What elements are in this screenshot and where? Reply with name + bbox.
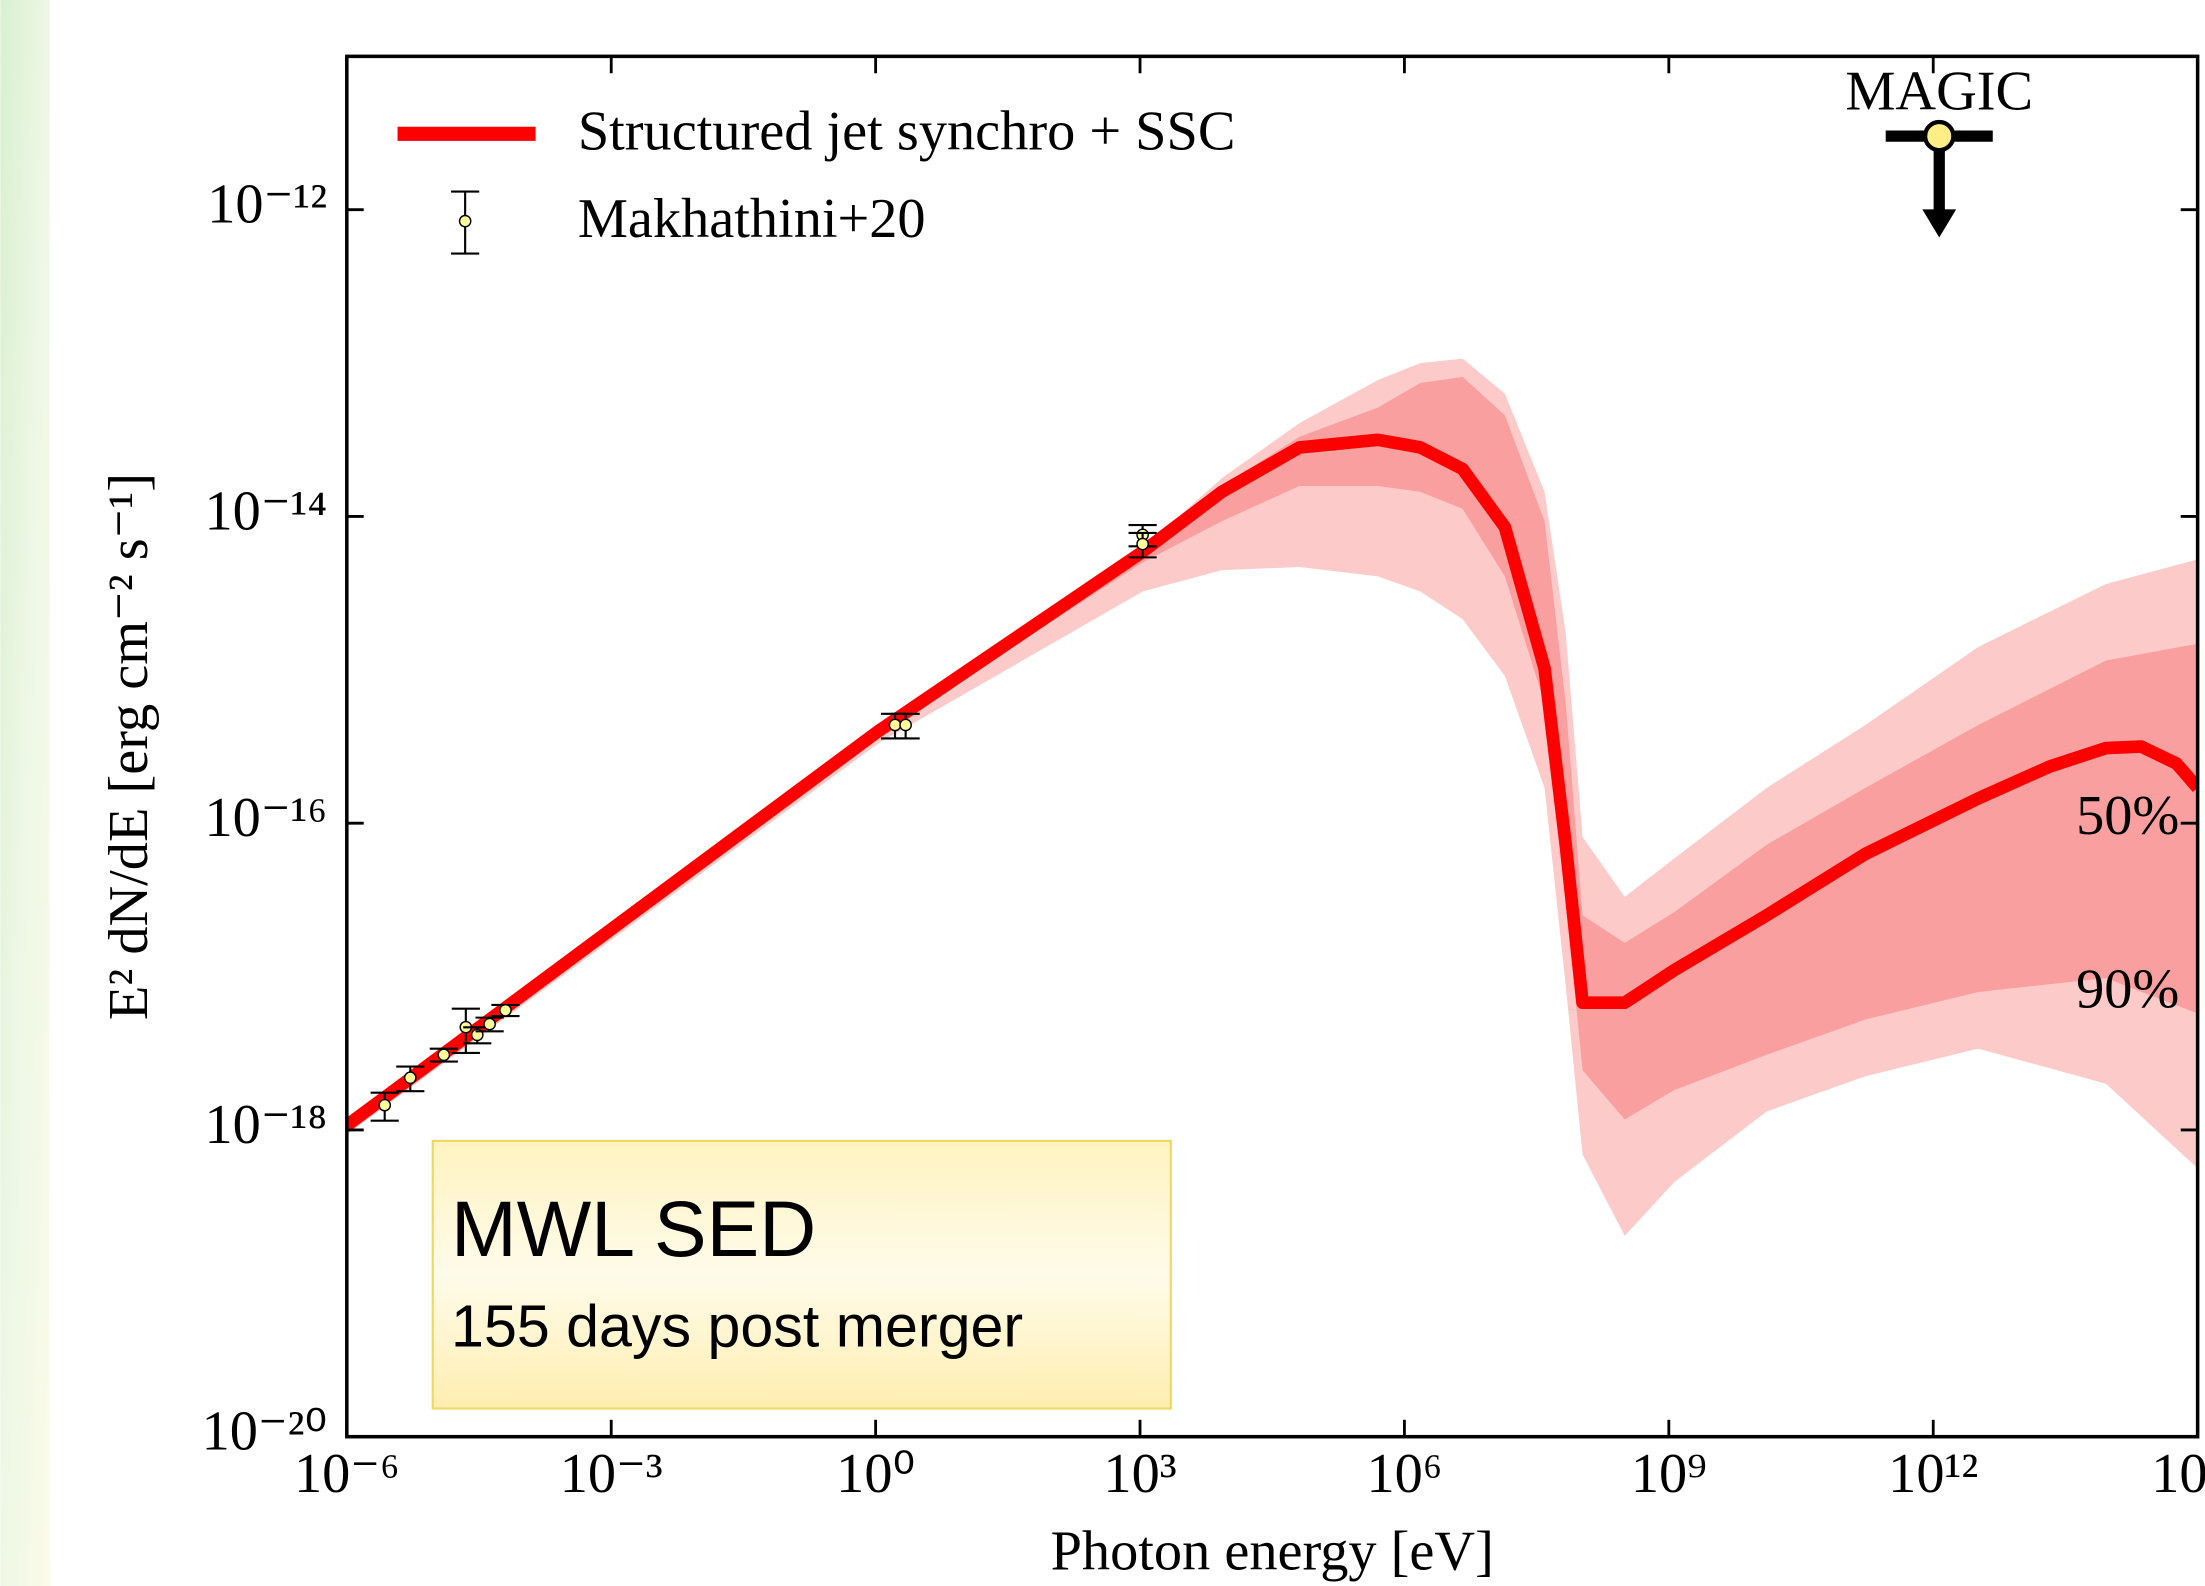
point-marker	[888, 718, 902, 732]
point-marker	[499, 1003, 512, 1017]
band-label: 50%	[2076, 785, 2179, 847]
x-tick-label: 10³	[1103, 1443, 1176, 1505]
point-marker	[483, 1017, 496, 1031]
annotation-subtitle: 155 days post merger	[451, 1293, 1023, 1360]
x-tick-label: 10⁰	[836, 1443, 915, 1505]
data-point	[891, 712, 920, 740]
point-marker	[403, 1071, 417, 1085]
x-tick-label: 10¹²	[1888, 1443, 1978, 1505]
model-line	[346, 433, 2198, 1131]
y-axis-label: E² dN/dE [erg cm⁻² s⁻¹]	[98, 473, 160, 1020]
upper-limit-arrow	[1922, 209, 1957, 238]
plot-frame	[345, 54, 2200, 1439]
x-tick-label: 10⁻⁶	[294, 1443, 400, 1505]
x-tick-label: 10⁻³	[560, 1443, 663, 1505]
y-tick-label: 10⁻¹⁴	[205, 480, 328, 542]
y-tick-label: 10⁻¹⁶	[205, 787, 328, 849]
legend-label: Makhathini+20	[578, 188, 926, 250]
legend-label: Structured jet synchro + SSC	[578, 101, 1236, 163]
y-tick-label: 10⁻¹⁸	[205, 1094, 328, 1156]
data-point	[1128, 531, 1157, 559]
data-point	[429, 1047, 458, 1063]
upper-limit-label: MAGIC	[1845, 61, 2033, 123]
legend-marker	[458, 214, 472, 228]
x-tick-label: 10⁹	[1631, 1443, 1707, 1505]
background-strip	[0, 0, 50, 1586]
upper-limit	[1885, 119, 1993, 238]
point-marker	[437, 1048, 451, 1062]
point-marker	[378, 1098, 392, 1112]
y-tick-label: 10⁻²⁰	[202, 1401, 328, 1463]
y-tick-label: 10⁻¹²	[207, 174, 327, 236]
x-axis-label: Photon energy [eV]	[1051, 1520, 1494, 1582]
x-tick-label: 10⁶	[1366, 1443, 1442, 1505]
data-point	[475, 1016, 504, 1033]
point-marker	[899, 718, 912, 732]
x-tick-label: 10¹⁵	[2151, 1443, 2205, 1505]
annotation-box	[431, 1139, 1172, 1410]
data-point	[491, 1003, 520, 1018]
upper-limit-marker	[1923, 119, 1956, 153]
band-label: 90%	[2076, 958, 2179, 1020]
point-marker	[1136, 537, 1149, 551]
annotation-title: MWL SED	[451, 1185, 816, 1273]
data-point	[370, 1091, 399, 1122]
data-point	[396, 1065, 425, 1093]
